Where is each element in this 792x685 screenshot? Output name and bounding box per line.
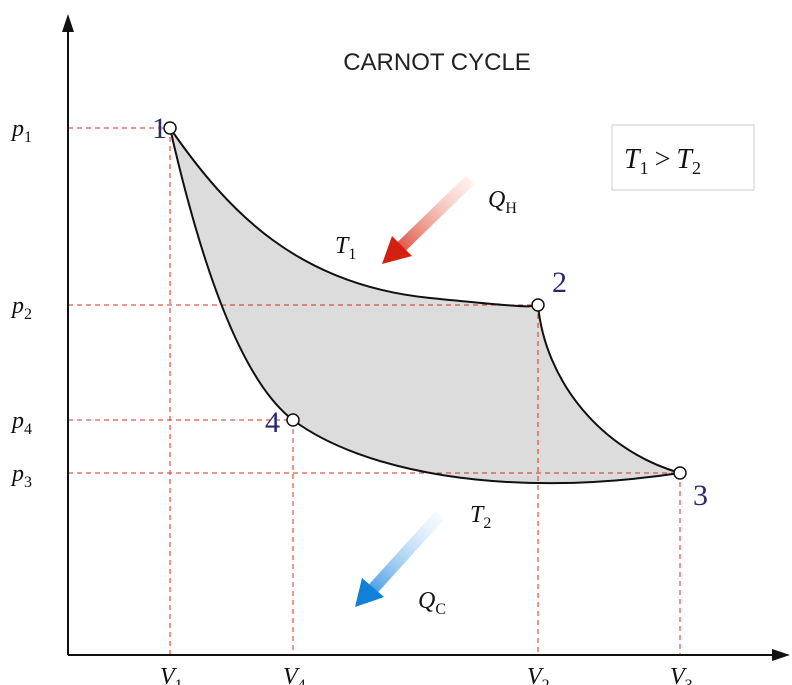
pressure-label-base: p (10, 461, 24, 487)
heat-label: QC (418, 588, 446, 618)
carnot-diagram: CARNOT CYCLE p1p2p4p3V1V4V2V31234T1T2QHQ… (0, 0, 792, 685)
pressure-label-sub: 3 (24, 474, 32, 491)
cycle-area (170, 128, 680, 483)
pressure-label: p1 (10, 116, 32, 146)
pressure-label-sub: 4 (24, 421, 32, 438)
state-label: 4 (265, 406, 280, 439)
isotherm-label: T2 (470, 502, 491, 532)
pressure-label: p3 (10, 461, 32, 491)
pressure-label-base: p (10, 408, 24, 434)
volume-label-sub: 1 (175, 677, 183, 685)
volume-label-sub: 4 (298, 677, 306, 685)
pressure-label: p2 (10, 293, 32, 323)
isotherm-label-sub: 2 (483, 515, 491, 532)
condition-left-sub: 1 (640, 158, 649, 178)
volume-label: V2 (527, 664, 550, 685)
isotherm-label-sub: 1 (348, 246, 356, 263)
state-label: 3 (693, 479, 708, 512)
state-label: 1 (152, 112, 167, 145)
pressure-label-base: p (10, 116, 24, 142)
heat-label-sub: C (435, 601, 446, 618)
condition-operator: > (655, 144, 671, 175)
volume-label-sub: 2 (542, 677, 550, 685)
state-label: 2 (552, 266, 567, 299)
pressure-label-base: p (10, 293, 24, 319)
heat-label-sub: H (505, 200, 517, 217)
volume-label: V1 (160, 664, 183, 685)
isotherm-label: T1 (335, 233, 356, 263)
pressure-label-sub: 1 (24, 129, 32, 146)
heat-label-base: Q (418, 588, 435, 614)
volume-label: V3 (670, 664, 693, 685)
volume-label-sub: 3 (685, 677, 693, 685)
heat-label: QH (488, 187, 517, 217)
condition: T1>T2 (624, 144, 701, 178)
pressure-label: p4 (10, 408, 32, 438)
title: CARNOT CYCLE (343, 49, 531, 76)
pressure-label-sub: 2 (24, 306, 32, 323)
heat-in-arrow (382, 180, 470, 264)
condition-right-sub: 2 (692, 158, 701, 178)
volume-label: V4 (283, 664, 306, 685)
heat-label-base: Q (488, 187, 505, 213)
